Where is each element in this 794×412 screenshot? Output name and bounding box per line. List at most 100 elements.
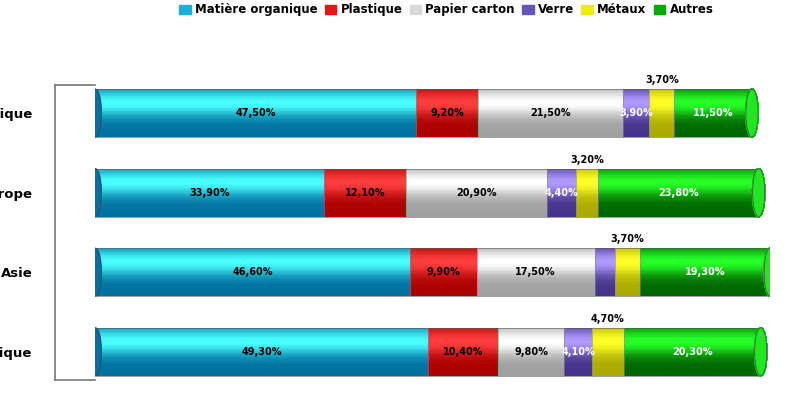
Ellipse shape [753, 169, 765, 217]
Bar [410, 290, 476, 291]
Bar [547, 211, 576, 212]
Bar [476, 277, 595, 278]
Bar [416, 100, 478, 101]
Bar [547, 187, 576, 188]
Bar [598, 188, 759, 189]
Bar [476, 251, 595, 252]
Bar [95, 367, 428, 368]
Ellipse shape [754, 328, 767, 376]
Bar [624, 353, 761, 354]
Bar [649, 119, 674, 120]
Bar [406, 192, 547, 193]
Ellipse shape [746, 89, 758, 137]
Bar [416, 120, 478, 121]
Bar [95, 108, 416, 109]
Bar [623, 119, 649, 120]
Bar [95, 253, 410, 254]
Bar [547, 177, 576, 178]
Bar [95, 198, 324, 199]
Bar [428, 357, 498, 358]
Bar [592, 331, 624, 332]
Bar [640, 286, 770, 287]
Bar [324, 196, 406, 197]
Bar [428, 328, 498, 329]
Bar [595, 262, 615, 263]
Ellipse shape [753, 169, 765, 217]
Ellipse shape [746, 89, 758, 137]
Bar [95, 209, 324, 210]
Bar [476, 287, 595, 288]
Bar [674, 92, 752, 93]
Bar [547, 205, 576, 206]
Bar [410, 274, 476, 275]
Bar [95, 188, 324, 189]
Bar [547, 197, 576, 198]
Ellipse shape [746, 89, 758, 137]
Bar [547, 204, 576, 205]
Bar [623, 93, 649, 94]
Bar [547, 171, 576, 172]
Bar [95, 271, 410, 272]
Ellipse shape [764, 248, 777, 296]
Bar [95, 180, 324, 181]
Bar [592, 363, 624, 364]
Bar [95, 264, 410, 265]
Bar [95, 351, 428, 352]
Ellipse shape [746, 89, 758, 137]
Bar [95, 335, 428, 336]
Bar [410, 271, 476, 272]
Bar [428, 344, 498, 345]
Bar [324, 191, 406, 192]
Bar [674, 112, 752, 113]
Bar [95, 250, 410, 251]
Bar [95, 196, 324, 197]
Bar [565, 332, 592, 333]
Bar [624, 340, 761, 341]
Bar [598, 203, 759, 204]
Bar [406, 215, 547, 217]
Bar [615, 280, 640, 281]
Bar [478, 99, 623, 100]
Bar [95, 270, 410, 271]
Bar [498, 352, 565, 353]
Bar [428, 365, 498, 366]
Bar [95, 329, 428, 330]
Bar [565, 359, 592, 360]
Bar [576, 173, 598, 174]
Bar [95, 262, 410, 263]
Bar [649, 129, 674, 130]
Bar [476, 278, 595, 279]
Bar [649, 124, 674, 125]
Bar [498, 368, 565, 369]
Ellipse shape [746, 89, 758, 137]
Bar [95, 268, 410, 269]
Bar [406, 195, 547, 196]
Bar [674, 123, 752, 124]
Bar [498, 374, 565, 375]
Bar [674, 127, 752, 128]
Bar [410, 259, 476, 260]
Bar [598, 173, 759, 174]
Bar [598, 215, 759, 217]
Bar [410, 293, 476, 294]
Bar [615, 252, 640, 253]
Bar [478, 124, 623, 125]
Bar [649, 95, 674, 96]
Ellipse shape [754, 328, 767, 376]
Ellipse shape [746, 89, 758, 137]
Ellipse shape [754, 328, 767, 376]
Bar [478, 133, 623, 135]
Bar [476, 275, 595, 276]
Ellipse shape [746, 89, 758, 137]
Ellipse shape [746, 89, 758, 137]
Bar [640, 285, 770, 286]
Bar [624, 366, 761, 367]
Bar [595, 265, 615, 266]
Bar [410, 284, 476, 285]
Ellipse shape [764, 248, 777, 296]
Ellipse shape [746, 89, 758, 137]
Bar [416, 127, 478, 128]
Ellipse shape [754, 328, 767, 376]
Ellipse shape [764, 248, 777, 296]
Bar [428, 363, 498, 364]
